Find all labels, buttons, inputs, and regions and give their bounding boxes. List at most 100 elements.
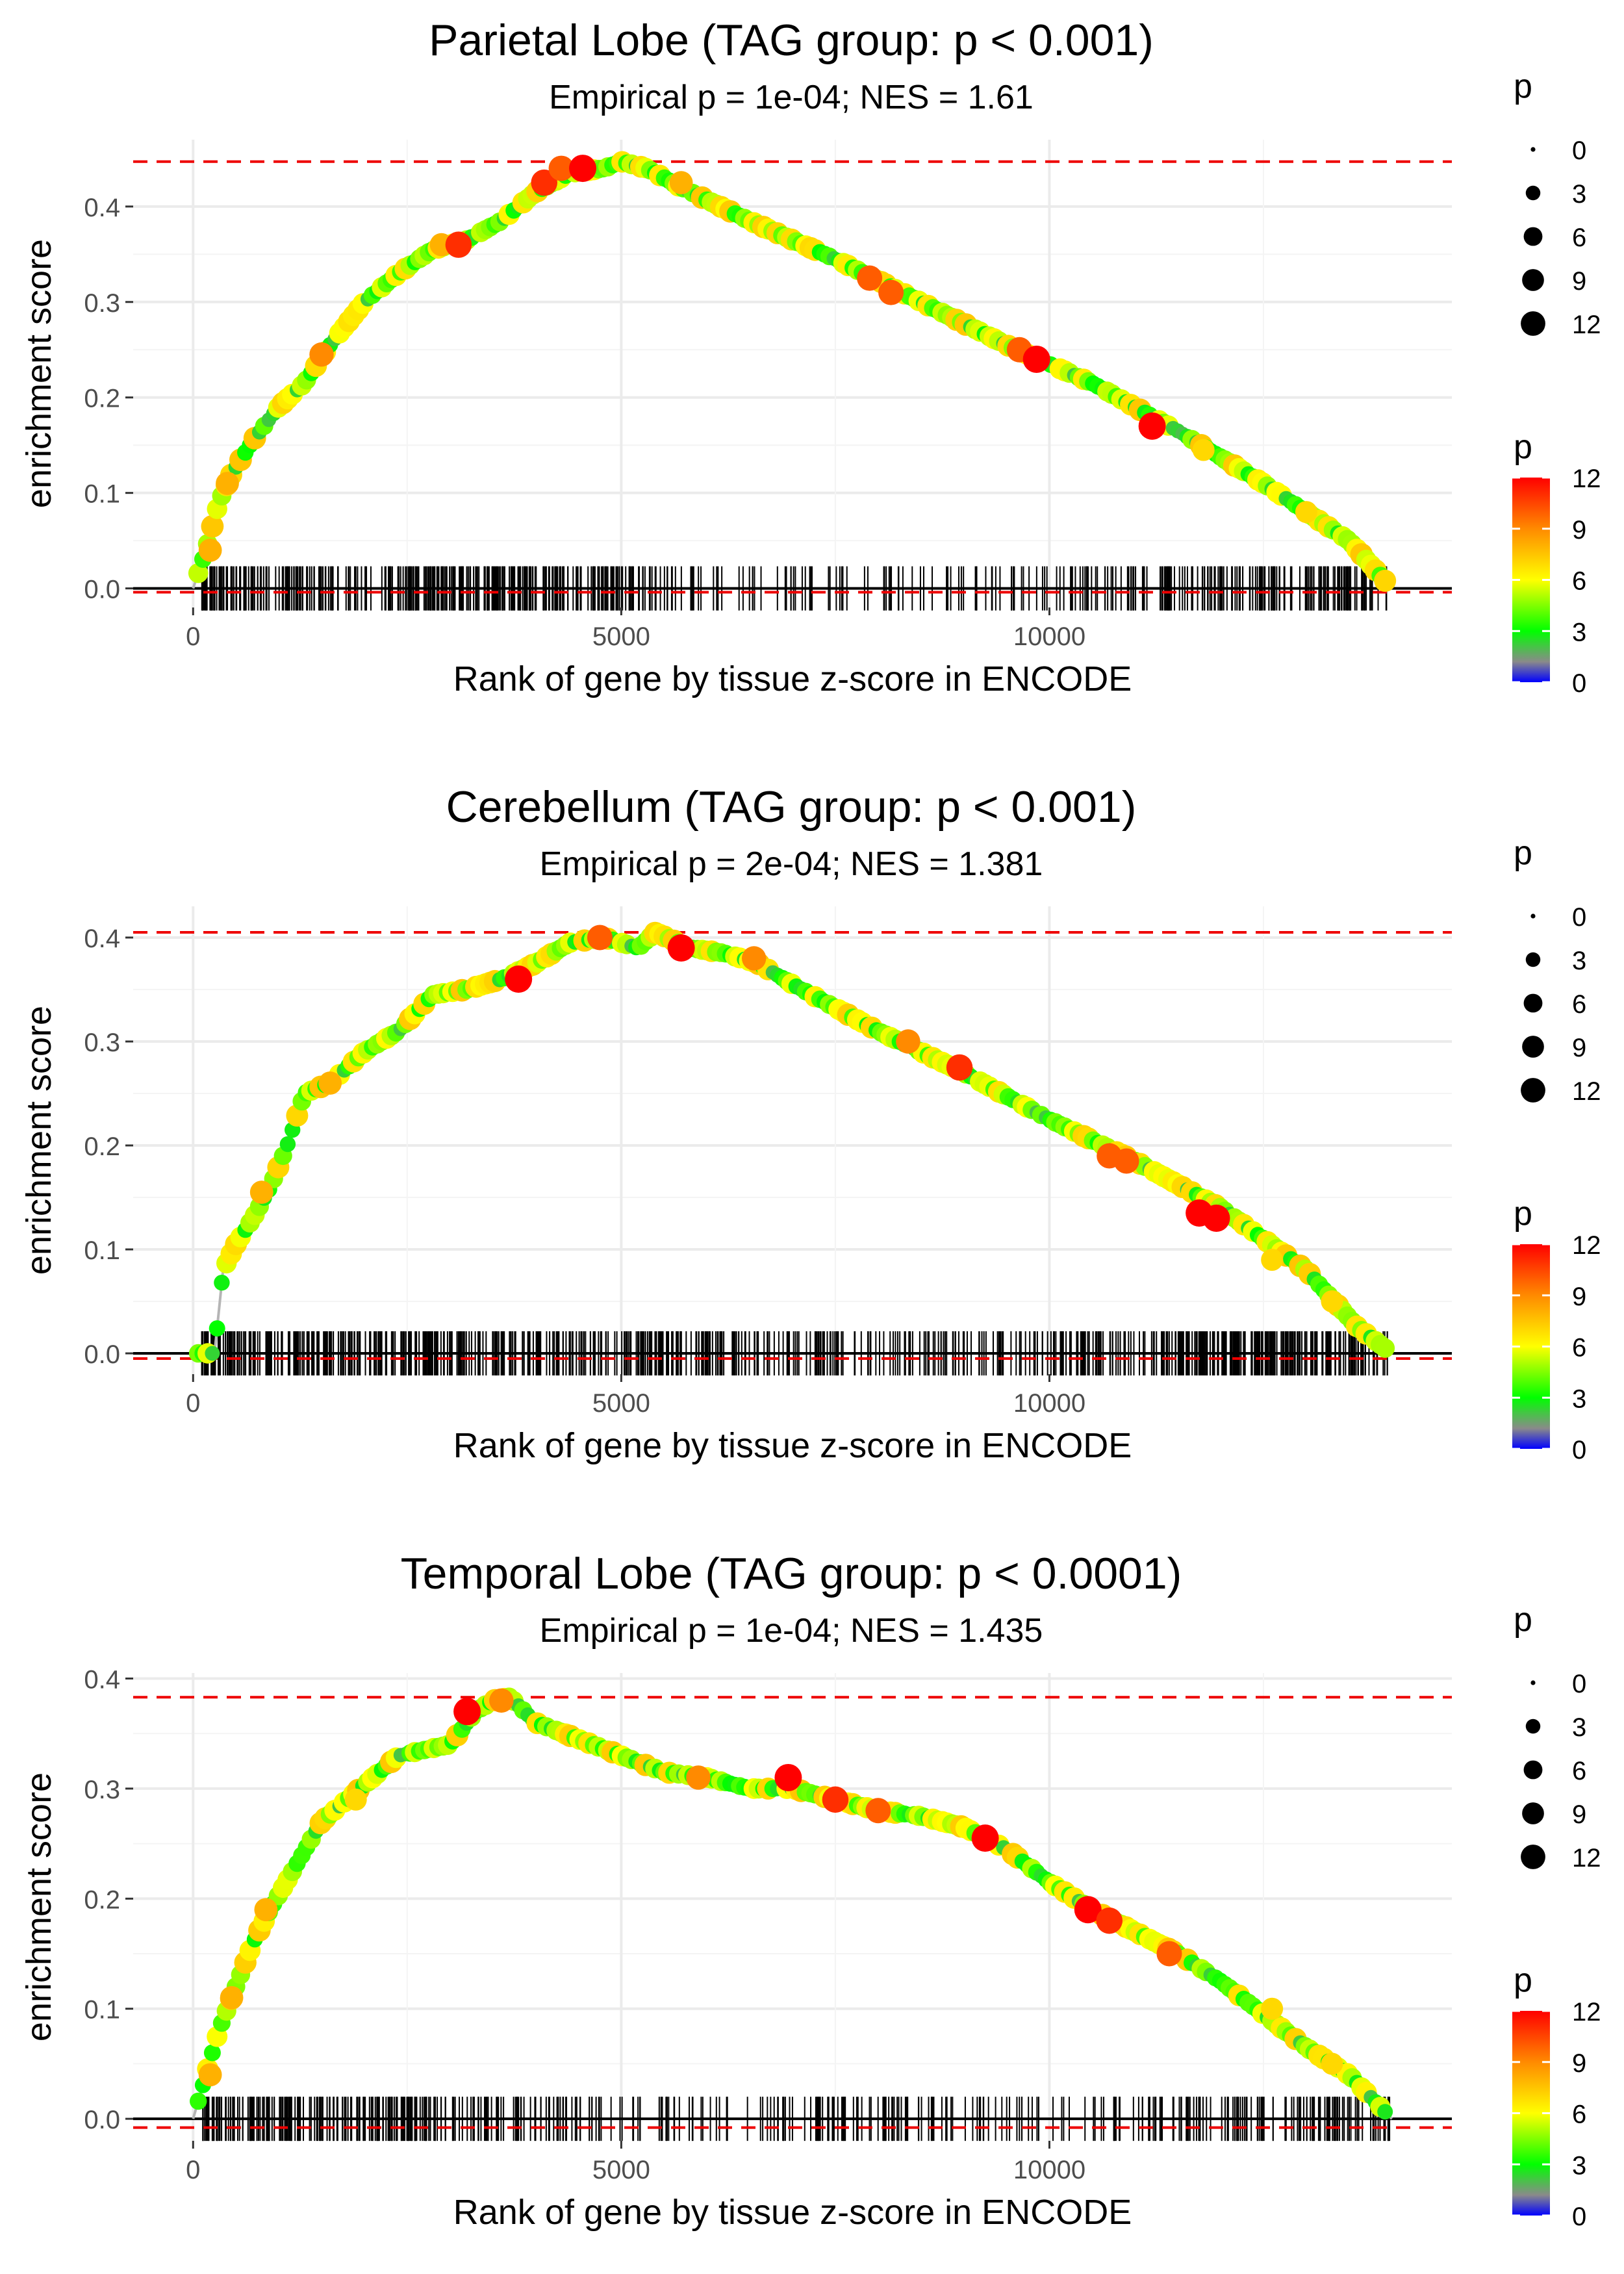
size-legend-dot [1523,993,1543,1013]
chart-panel-2: Cerebellum (TAG group: p < 0.001) Empiric… [19,782,1601,1465]
highlight-point [198,2063,222,2087]
size-legend-dot [1530,913,1536,919]
highlight-points [249,925,1343,1312]
highlight-point [946,1054,973,1081]
highlight-point [741,946,767,971]
color-legend-label: 12 [1572,1998,1601,2026]
color-legend-label: 3 [1572,1385,1586,1413]
x-tick-label: 5000 [592,622,650,651]
color-legend-label: 6 [1572,1334,1586,1362]
size-legend-dot [1522,1802,1544,1824]
x-axis-label: Rank of gene by tissue z-score in ENCODE [453,2193,1132,2232]
chart-title: Temporal Lobe (TAG group: p < 0.0001) [401,1549,1182,1598]
highlight-point [249,1181,273,1204]
highlight-point [1156,1941,1182,1967]
gridlines [133,1673,1452,2141]
size-legend-dot [1521,311,1545,336]
highlight-point [1022,345,1050,373]
highlight-point [865,1798,891,1824]
color-legend: p 12 9 6 3 0 [1512,1195,1601,1464]
chart-title: Cerebellum (TAG group: p < 0.001) [446,782,1137,832]
color-legend-label: 12 [1572,465,1601,493]
highlight-point [453,1698,481,1726]
size-legend-label: 0 [1572,136,1586,165]
curve-point [1374,569,1397,592]
color-legend-label: 9 [1572,1283,1586,1311]
y-tick-label: 0.3 [84,289,120,318]
color-legend-label: 9 [1572,2049,1586,2078]
y-axis: 0.0 0.1 0.2 0.3 0.4 [84,1665,133,2134]
highlight-point [878,279,904,305]
highlight-point [1321,1290,1343,1312]
highlight-point [489,1688,514,1713]
color-legend: p 12 9 6 3 0 [1512,1961,1601,2231]
gridlines [133,140,1452,607]
highlight-point [309,342,334,367]
highlight-point [774,1763,802,1791]
x-tick-label: 0 [186,622,200,651]
highlight-point [344,1788,367,1811]
color-legend-title: p [1514,1961,1532,1999]
size-legend-label: 6 [1572,990,1586,1019]
curve-point [1375,1338,1395,1358]
highlight-point [669,171,693,195]
highlight-point [686,1765,711,1790]
color-legend-label: 0 [1572,669,1586,698]
color-legend-title: p [1514,428,1532,466]
size-legend-title: p [1514,834,1532,872]
x-tick-label: 0 [186,1389,200,1418]
x-tick-label: 0 [186,2156,200,2184]
highlight-points [198,155,1317,562]
highlight-point [1295,501,1317,524]
x-tick-label: 5000 [592,2156,650,2184]
curve-points [188,921,1395,1364]
highlight-point [445,231,472,258]
size-legend-label: 0 [1572,903,1586,932]
y-tick-label: 0.3 [84,1776,120,1804]
y-tick-label: 0.2 [84,385,120,413]
highlight-point [1138,412,1166,440]
highlight-point [548,155,574,181]
highlight-point [198,538,222,562]
size-legend-label: 3 [1572,180,1586,209]
size-legend-label: 9 [1572,1800,1586,1829]
y-tick-label: 0.4 [84,194,120,222]
highlight-point [569,155,597,183]
y-tick-label: 0.0 [84,1340,120,1369]
chart-panel-1: Parietal Lobe (TAG group: p < 0.001) Empi… [19,16,1601,698]
size-legend: p 0 3 6 9 12 [1514,1601,1601,1872]
x-tick-label: 10000 [1013,1389,1085,1418]
chart-subtitle: Empirical p = 2e-04; NES = 1.381 [540,845,1043,883]
size-legend-dot [1525,952,1541,967]
color-legend-title: p [1514,1195,1532,1233]
highlight-point [822,1786,849,1813]
color-legend-label: 3 [1572,618,1586,646]
y-tick-label: 0.0 [84,576,120,604]
chart-subtitle: Empirical p = 1e-04; NES = 1.61 [549,79,1034,116]
y-tick-label: 0.4 [84,1665,120,1694]
curve-points [188,151,1397,592]
highlight-point [505,965,533,993]
highlight-point [667,934,695,962]
y-axis-label: enrichment score [19,239,58,508]
highlight-point [531,169,558,196]
size-legend-dot [1525,185,1541,201]
curve-point [1377,2104,1393,2120]
size-legend-dot [1523,227,1543,246]
size-legend: p 0 3 6 9 12 [1514,834,1601,1106]
size-legend-dot [1523,1760,1543,1780]
curve-point [214,1275,230,1291]
x-axis: 0 5000 10000 [186,1374,1085,1418]
gridlines [133,906,1452,1374]
y-tick-label: 0.1 [84,1236,120,1265]
highlight-point [857,265,883,291]
size-legend-dot [1530,147,1536,152]
x-tick-label: 5000 [592,1389,650,1418]
y-axis: 0.0 0.1 0.2 0.3 0.4 [84,925,133,1369]
curve-point [201,515,224,538]
highlight-point [1202,1205,1230,1232]
x-axis-label: Rank of gene by tissue z-score in ENCODE [453,659,1132,698]
size-legend-label: 3 [1572,947,1586,975]
highlight-point [1074,1896,1102,1924]
